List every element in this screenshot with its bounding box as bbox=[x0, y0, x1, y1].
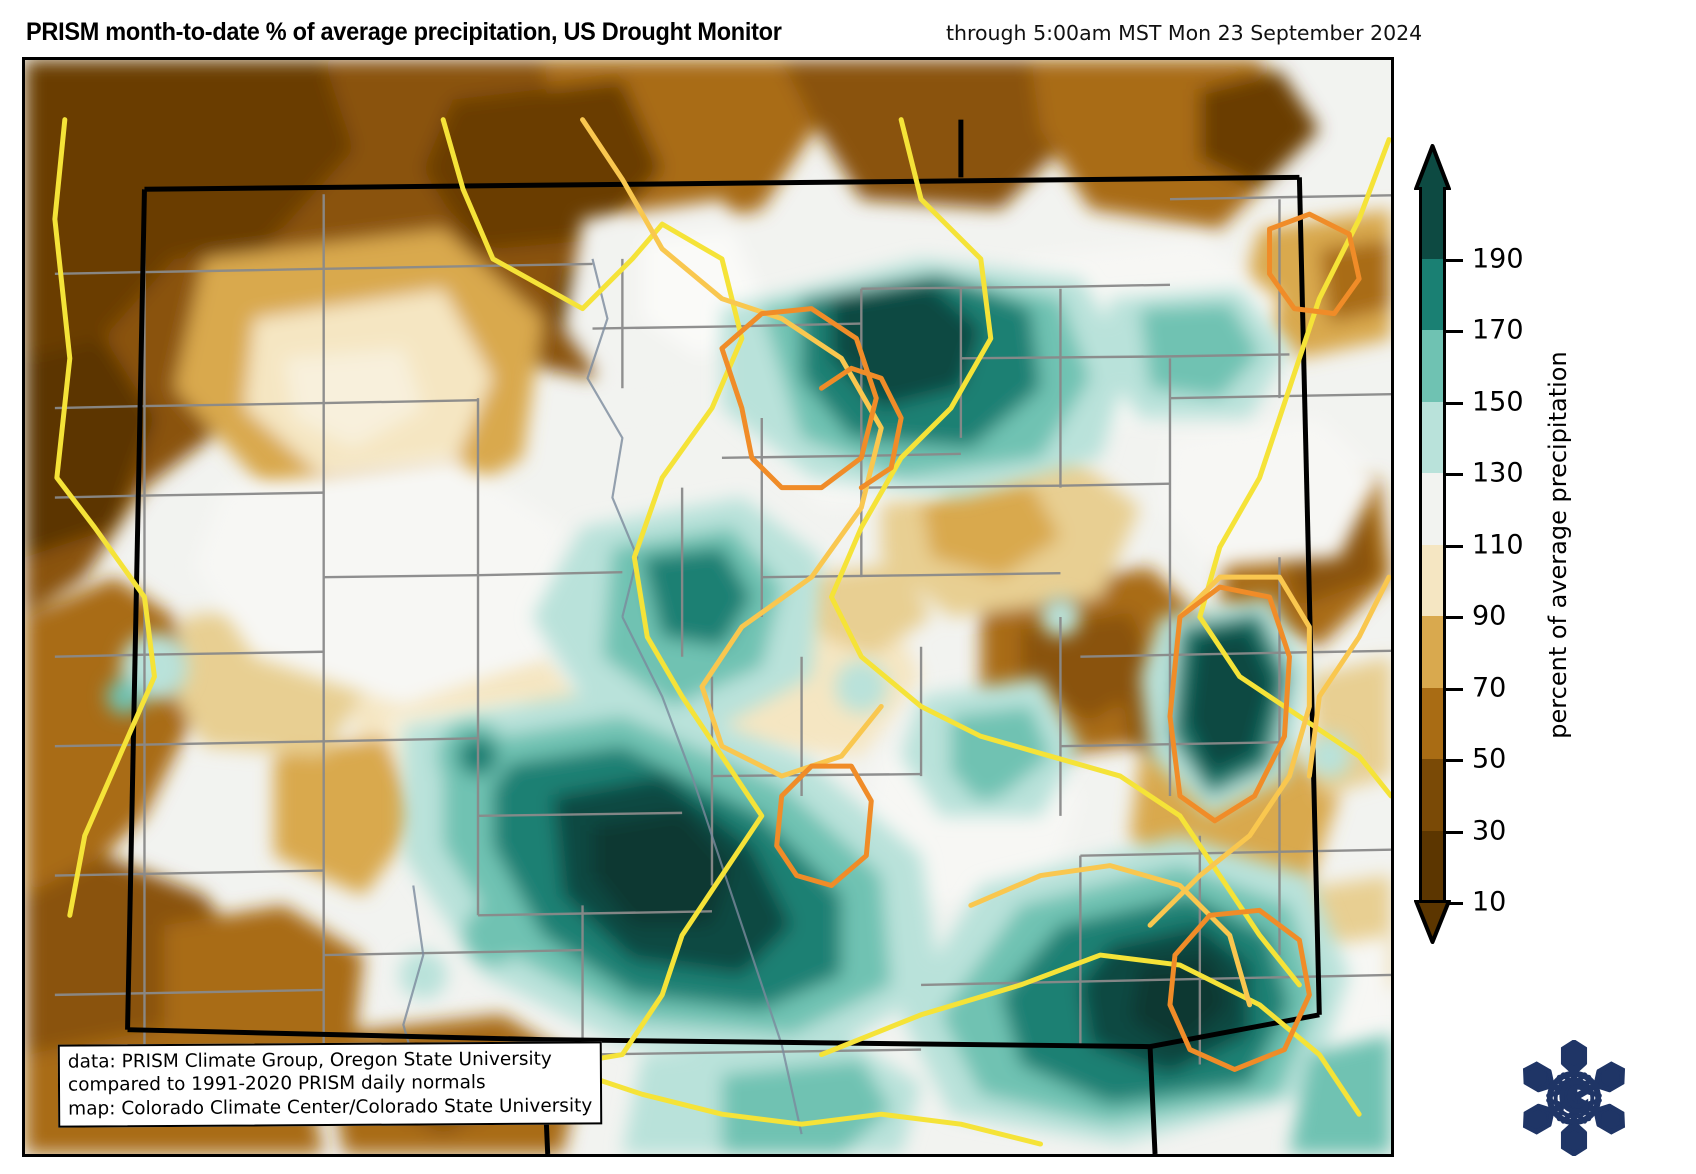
colorbar-tick-150 bbox=[1446, 401, 1463, 405]
colorbar-tick-50 bbox=[1446, 759, 1463, 762]
colorbar-tick-label-190: 190 bbox=[1472, 243, 1524, 274]
colorbar-tick-label-90: 90 bbox=[1472, 600, 1507, 632]
colorbar-tick-label-170: 170 bbox=[1472, 314, 1524, 346]
colorbar-extend-high-arrow bbox=[1414, 144, 1451, 190]
colorbar-tick-label-50: 50 bbox=[1472, 743, 1507, 775]
colorbar-segment-3 bbox=[1422, 401, 1443, 473]
colorbar-tick-130 bbox=[1446, 473, 1463, 476]
page-title: PRISM month-to-date % of average precipi… bbox=[26, 18, 782, 46]
colorbar-axis-label: percent of average precipitation bbox=[1544, 351, 1572, 739]
colorbar-gradient bbox=[1419, 187, 1446, 902]
colorbar-tick-label-30: 30 bbox=[1472, 815, 1507, 846]
precipitation-map[interactable]: data: PRISM Climate Group, Oregon State … bbox=[22, 57, 1394, 1157]
colorbar-segment-8 bbox=[1422, 759, 1443, 831]
colorbar-tick-label-130: 130 bbox=[1472, 457, 1524, 489]
colorbar-tick-70 bbox=[1446, 687, 1463, 691]
drought-monitor-contours bbox=[52, 117, 1391, 1147]
colorbar-tick-170 bbox=[1446, 330, 1463, 333]
map-canvas bbox=[25, 60, 1391, 1154]
logo-letter: C bbox=[1560, 1076, 1588, 1121]
colorbar-tick-90 bbox=[1446, 616, 1463, 619]
colorbar-tick-label-110: 110 bbox=[1472, 529, 1524, 560]
colorbar-segment-4 bbox=[1422, 473, 1443, 545]
colorbar-segment-6 bbox=[1422, 616, 1443, 688]
colorbar-tick-label-10: 10 bbox=[1472, 886, 1507, 918]
colorbar-tick-label-150: 150 bbox=[1472, 386, 1524, 417]
colorbar-segment-1 bbox=[1422, 258, 1443, 330]
attribution-line-2: compared to 1991-2020 PRISM daily normal… bbox=[67, 1072, 486, 1097]
colorbar-segment-2 bbox=[1422, 330, 1443, 402]
attribution-line-1: data: PRISM Climate Group, Oregon State … bbox=[67, 1048, 552, 1073]
colorbar-tick-10 bbox=[1446, 902, 1463, 905]
colorbar-segment-5 bbox=[1422, 544, 1443, 616]
colorbar-segment-7 bbox=[1422, 687, 1443, 759]
attribution-line-3: map: Colorado Climate Center/Colorado St… bbox=[68, 1095, 593, 1120]
valid-time-label: through 5:00am MST Mon 23 September 2024 bbox=[946, 21, 1423, 45]
colorbar: 190 170 150 130 110 90 70 50 30 10 percent of ave… bbox=[1410, 140, 1610, 950]
colorbar-tick-label-70: 70 bbox=[1472, 672, 1507, 703]
map-header: PRISM month-to-date % of average precipi… bbox=[0, 0, 1696, 58]
colorbar-segment-0 bbox=[1422, 187, 1443, 259]
attribution-box: data: PRISM Climate Group, Oregon State … bbox=[57, 1041, 603, 1129]
county-boundaries bbox=[54, 189, 1391, 1066]
colorbar-tick-30 bbox=[1446, 830, 1463, 834]
colorbar-segment-9 bbox=[1422, 830, 1443, 902]
colorbar-tick-190 bbox=[1446, 258, 1463, 262]
colorado-climate-center-snowflake-icon: C bbox=[1522, 1040, 1626, 1156]
colorbar-tick-110 bbox=[1446, 544, 1463, 548]
colorbar-extend-low-arrow bbox=[1414, 900, 1451, 944]
